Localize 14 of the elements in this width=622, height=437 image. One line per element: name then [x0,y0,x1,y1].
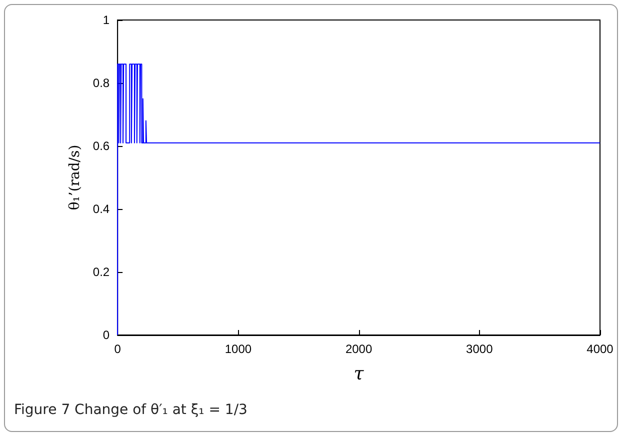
x-axis-title: τ [354,364,365,384]
x-tick-label: 3000 [466,342,494,356]
y-tick-label: 0 [102,328,110,342]
x-tick-label: 2000 [345,342,372,356]
y-tick-label: 1 [102,13,110,27]
caption: Figure 7 Change of θ′₁ at ξ₁ = 1/3 [14,402,248,418]
x-tick-label: 4000 [586,342,614,356]
y-tick-label: 0.8 [92,76,110,90]
y-axis-title: θ₁’(rad/s) [67,144,83,210]
x-tick-label: 0 [114,342,122,356]
y-tick-label: 0.2 [92,265,110,279]
y-tick-label: 0.6 [92,139,110,153]
y-tick-label: 0.4 [92,202,110,216]
x-tick-label: 1000 [224,342,252,356]
